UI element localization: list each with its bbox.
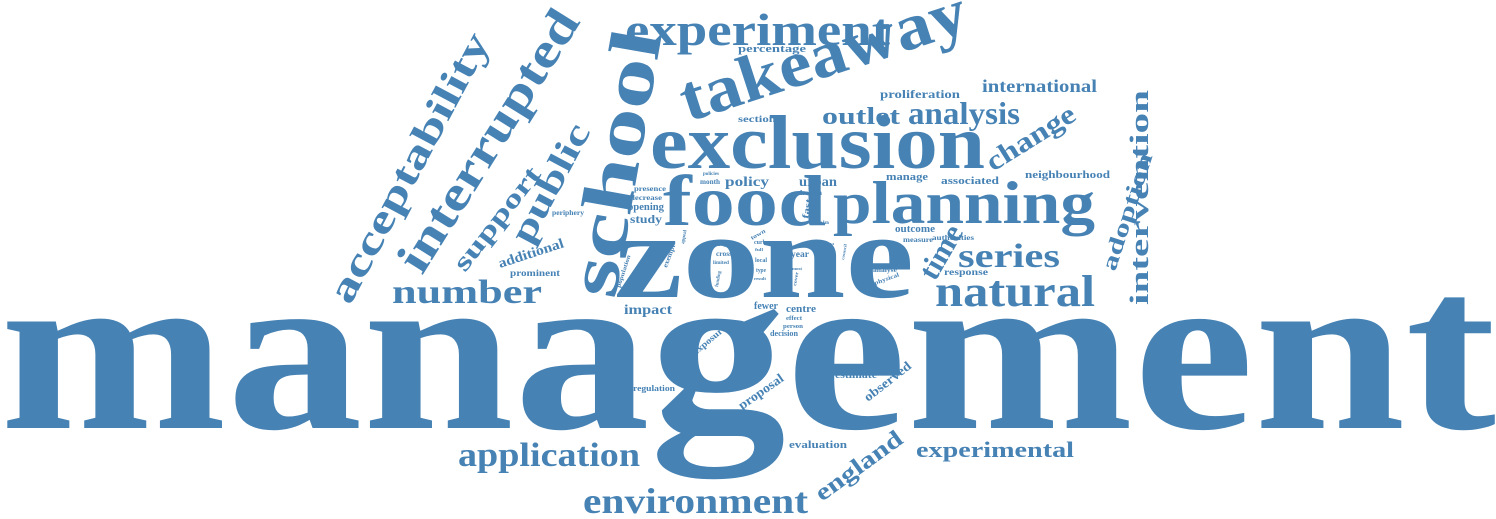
word-evaluation: evaluation xyxy=(789,439,847,451)
word-decision: decision xyxy=(770,329,799,338)
word-series: series xyxy=(958,238,1060,275)
word-outcome: outcome xyxy=(895,224,936,235)
word-regulation: regulation xyxy=(633,384,676,393)
word-measure: measure xyxy=(903,236,933,244)
word-curb: curb xyxy=(754,240,767,246)
word-most: most xyxy=(792,266,803,271)
word-funding: funding xyxy=(715,270,723,287)
word-associated: associated xyxy=(941,176,1000,187)
word-prominent: prominent xyxy=(510,268,560,278)
word-neighbourhood: neighbourhood xyxy=(1025,169,1110,181)
word-environment: environment xyxy=(583,481,808,519)
word-study: study xyxy=(630,212,662,226)
word-result: result xyxy=(754,276,767,281)
word-policies: policies xyxy=(703,172,719,177)
word-zone: zone xyxy=(614,189,914,324)
word-fewer: fewer xyxy=(754,301,779,312)
word-limited: limited xyxy=(713,261,729,266)
word-proliferation: proliferation xyxy=(880,87,960,101)
word-experimental: experimental xyxy=(916,437,1074,462)
word-analysis: analysis xyxy=(908,95,1020,131)
word-person: person xyxy=(783,324,804,330)
word-response: response xyxy=(944,267,988,277)
word-type: type xyxy=(756,268,766,274)
word-number: number xyxy=(392,274,542,311)
word-sectional: sectional xyxy=(738,114,787,124)
word-young: young xyxy=(712,243,727,248)
word-food: food xyxy=(663,161,826,241)
word-policy: policy xyxy=(725,175,769,190)
word-cover: cover xyxy=(793,271,801,287)
word-fast: fast xyxy=(800,198,813,219)
word-analyse: analyse xyxy=(873,268,897,274)
word-centre: centre xyxy=(786,304,817,315)
word-urban: urban xyxy=(799,175,837,190)
word-management: management xyxy=(0,222,1496,479)
word-international: international xyxy=(982,76,1097,96)
word-outlet: outlet xyxy=(822,104,900,130)
word-authorities: authorities xyxy=(932,234,974,242)
word-estimate: estimate xyxy=(835,370,878,381)
word-chain: chain xyxy=(811,221,829,226)
word-opening: opening xyxy=(628,202,664,213)
word-manage: manage xyxy=(886,172,929,183)
word-full: full xyxy=(755,247,764,252)
word-planning: planning xyxy=(833,170,1095,236)
word-month: month xyxy=(700,178,720,186)
word-percentage: percentage xyxy=(738,43,806,55)
word-council: council xyxy=(840,242,848,260)
word-decrease: decrease xyxy=(630,194,662,202)
word-experiment: experiment xyxy=(625,4,891,55)
word-impact: impact xyxy=(624,303,672,318)
word-appeal: appeal xyxy=(681,229,688,244)
word-exclusion: exclusion xyxy=(650,101,985,185)
word-year: year xyxy=(791,249,809,259)
word-presence: presence xyxy=(634,185,666,193)
word-sold: sold xyxy=(826,242,835,246)
word-local: local xyxy=(755,258,767,264)
word-periphery: periphery xyxy=(552,209,585,217)
word-effect: effect xyxy=(786,316,802,322)
word-application: application xyxy=(458,437,640,474)
word-cross: cross xyxy=(716,250,732,258)
word-health: health xyxy=(800,189,822,197)
word-intervention: intervention xyxy=(1125,89,1154,305)
word-natural: natural xyxy=(935,267,1095,316)
